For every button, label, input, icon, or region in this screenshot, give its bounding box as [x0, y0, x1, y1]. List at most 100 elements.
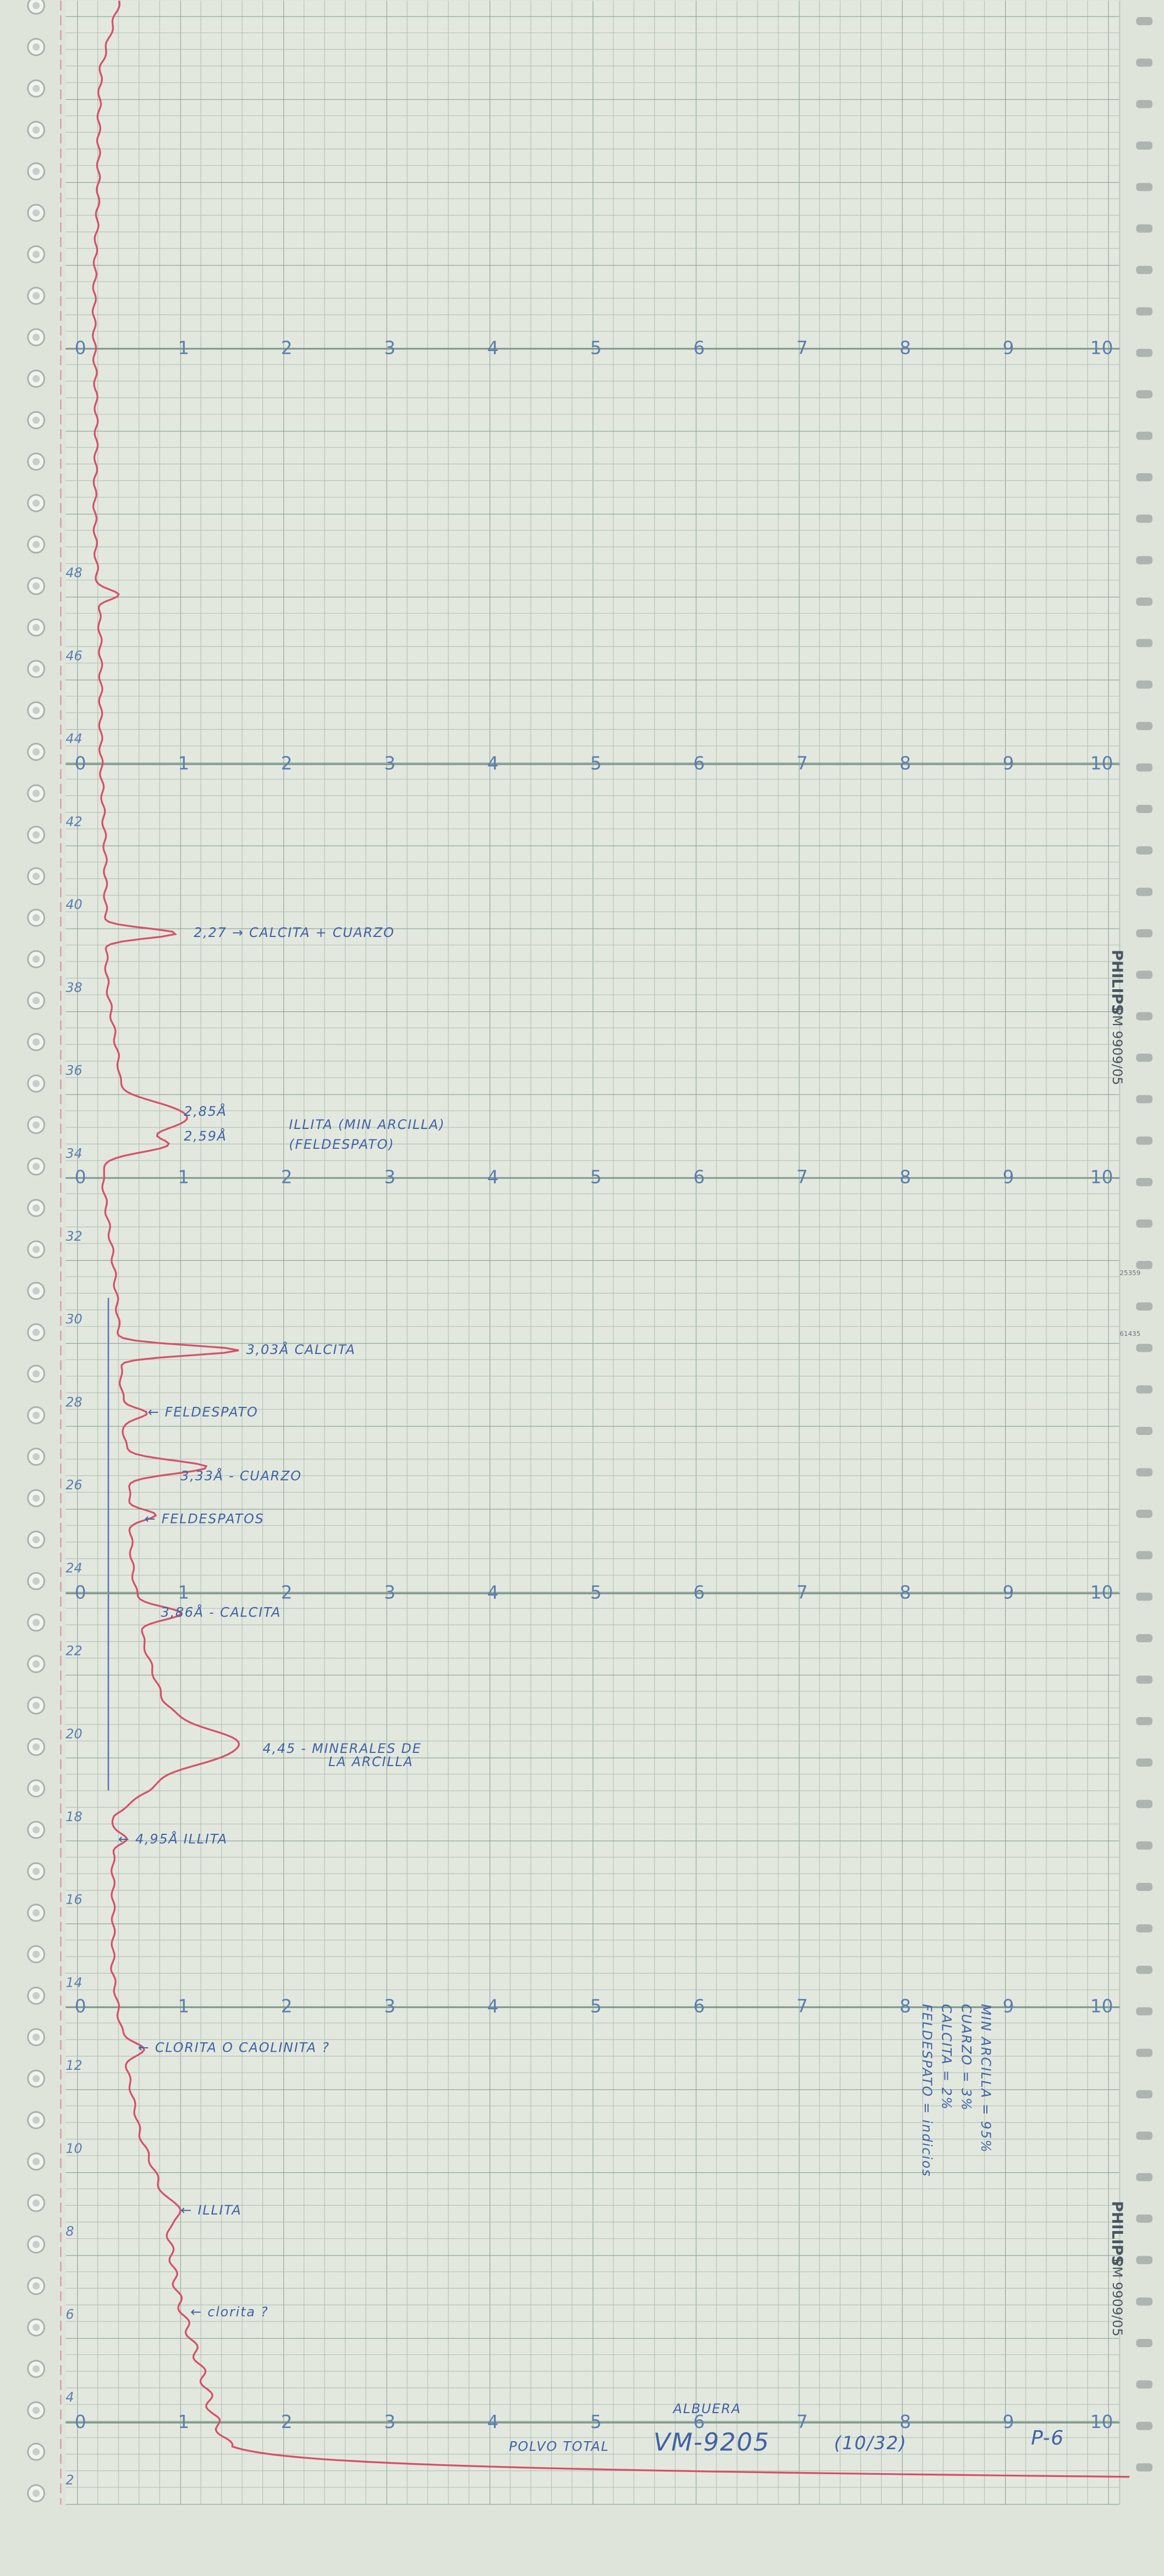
angle-label: 26 [65, 1477, 82, 1493]
sprocket-hole-inner [32, 1619, 40, 1626]
angle-label: 30 [65, 1312, 82, 1327]
scale-label: 8 [899, 2411, 911, 2432]
sprocket-hole-inner [32, 997, 40, 1005]
scale-label: 3 [384, 1582, 396, 1603]
sprocket-hole-inner [32, 2240, 40, 2249]
scale-label: 5 [590, 1996, 602, 2017]
sprocket-hole-inner [32, 2158, 40, 2166]
content: 0 1 2 3 4 5 6 7 8 9 100 1 2 3 4 5 6 7 8 9 100 1 2 3 4 5 6 7 8 9 100 1 2 3… [27, 0, 1153, 2503]
summary-line: CUARZO = 3% [958, 2004, 974, 2111]
scale-label: 1 [178, 753, 189, 774]
annotation: LA ARCILLA [328, 1754, 414, 1769]
scale-label: 5 [590, 2411, 602, 2432]
sprocket-hole-inner [32, 1453, 40, 1461]
right-slot [1136, 929, 1153, 938]
diffraction-trace [91, 0, 1130, 2478]
scale-label: 8 [899, 337, 911, 358]
scale-label: 8 [899, 1167, 911, 1188]
scale-label: 6 [693, 2411, 705, 2432]
sprocket-hole-inner [32, 2282, 40, 2290]
angle-label: 36 [65, 1063, 82, 1078]
sprocket-hole-inner [32, 914, 40, 922]
scale-label: 1 [178, 337, 189, 358]
right-slot [1136, 1841, 1153, 1850]
sample-type: POLVO TOTAL [509, 2439, 609, 2454]
right-slot [1136, 1427, 1153, 1435]
sprocket-hole-inner [32, 1246, 40, 1253]
angle-label: 28 [65, 1394, 82, 1410]
scale-label: 2 [281, 1582, 293, 1603]
scale-label: 10 [1090, 1996, 1113, 2017]
scale-label: 9 [1003, 1167, 1014, 1188]
sprocket-hole-inner [32, 2323, 40, 2331]
annotation: ← CLORITA O CAOLINITA ? [138, 2040, 330, 2055]
model-number: PM 9909/05 [1110, 1007, 1125, 1086]
scale-label: 5 [590, 337, 602, 358]
scale-label: 4 [487, 1167, 498, 1188]
scale-label: 9 [1003, 753, 1014, 774]
angle-label: 20 [65, 1726, 82, 1741]
annotation: 2,27 → CALCITA + CUARZO [194, 925, 394, 940]
angle-label: 22 [65, 1643, 82, 1659]
right-slot [1136, 1344, 1153, 1352]
scale-label: 2 [281, 1996, 293, 2017]
scale-label: 2 [281, 2411, 293, 2432]
sprocket-hole-inner [32, 1660, 40, 1668]
sprocket-hole-inner [32, 1784, 40, 1793]
sprocket-hole-inner [32, 623, 40, 632]
right-slot [1136, 1758, 1153, 1767]
right-slot [1136, 2380, 1153, 2389]
sprocket-hole-inner [32, 250, 40, 258]
right-slot [1136, 1800, 1153, 1808]
profile: P-6 [1031, 2427, 1064, 2449]
angle-label: 46 [65, 648, 82, 664]
right-slot [1136, 2007, 1153, 2016]
scale-label: 10 [1090, 753, 1113, 774]
scale-label: 7 [797, 1582, 808, 1603]
sprocket-hole-inner [32, 1329, 40, 1336]
scale-label: 3 [384, 1167, 396, 1188]
right-slot [1136, 2339, 1153, 2347]
right-slot [1136, 971, 1153, 979]
scale-label: 5 [590, 1167, 602, 1188]
sample-ref: (10/32) [834, 2433, 907, 2454]
right-slot [1136, 680, 1153, 689]
right-slot [1136, 2463, 1153, 2472]
right-slot [1136, 58, 1153, 67]
sprocket-hole-inner [32, 1370, 40, 1378]
scale-label: 4 [487, 753, 498, 774]
angle-label: 18 [65, 1809, 82, 1824]
right-slot [1136, 1717, 1153, 1725]
scale-label: 6 [693, 1582, 705, 1603]
scale-label: 7 [797, 753, 808, 774]
sprocket-hole-inner [32, 2116, 40, 2124]
right-slot [1136, 1219, 1153, 1228]
right-slot [1136, 2421, 1153, 2430]
model-number: PM 9909/05 [1110, 2259, 1125, 2337]
annotation: (FELDESPATO) [289, 1137, 394, 1152]
scale-label: 0 [75, 1996, 86, 2017]
right-slot [1136, 1509, 1153, 1518]
code: 25359 [1119, 1269, 1140, 1277]
scale-label: 2 [281, 753, 293, 774]
right-slot [1136, 1965, 1153, 1974]
annotation: ← clorita ? [190, 2304, 268, 2320]
sprocket-hole-inner [32, 1867, 40, 1875]
angle-label: 12 [65, 2058, 82, 2073]
sprocket-hole-inner [32, 831, 40, 838]
right-slot [1136, 1095, 1153, 1104]
sprocket-hole-inner [32, 43, 40, 51]
right-slot [1136, 1136, 1153, 1145]
angle-label: 44 [65, 731, 82, 747]
right-slot [1136, 556, 1153, 564]
sprocket-hole-inner [32, 416, 40, 424]
scale-label: 6 [693, 753, 705, 774]
sprocket-hole-inner [32, 1494, 40, 1502]
right-slot [1136, 1385, 1153, 1394]
right-slot [1136, 2256, 1153, 2265]
right-slot [1136, 1924, 1153, 1933]
scale-label: 3 [384, 753, 396, 774]
scale-label: 2 [281, 1167, 293, 1188]
